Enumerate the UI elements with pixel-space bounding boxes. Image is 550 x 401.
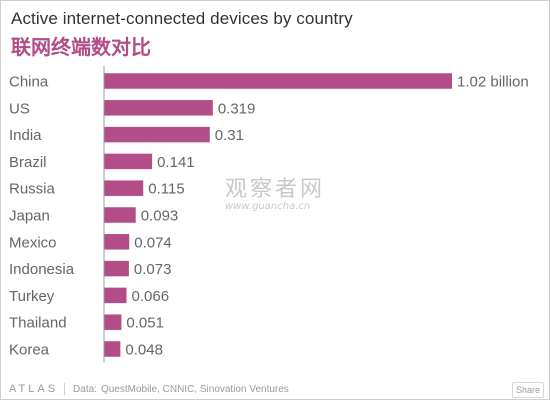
bar: [104, 100, 213, 116]
category-label: US: [9, 100, 30, 117]
chart-subtitle: 联网终端数对比: [11, 35, 151, 59]
bar: [104, 234, 130, 250]
category-label: Turkey: [9, 288, 55, 305]
source-text: QuestMobile, CNNIC, Sinovation Ventures: [100, 383, 289, 395]
footer: ATLAS Data: QuestMobile, CNNIC, Sinovati…: [9, 382, 289, 396]
bar: [104, 180, 144, 196]
value-label: 0.141: [157, 154, 195, 171]
value-label: 0.073: [134, 261, 172, 278]
category-label: Indonesia: [9, 261, 75, 278]
bar: [104, 260, 129, 277]
watermark-text: 观察者网: [225, 177, 326, 202]
value-label: 0.074: [134, 234, 172, 251]
value-label: 0.115: [148, 181, 184, 198]
atlas-logo[interactable]: ATLAS: [9, 383, 59, 395]
bar: [104, 314, 122, 330]
bar: [104, 126, 210, 143]
value-label: 0.066: [132, 288, 170, 305]
bar: [104, 153, 153, 170]
category-label: China: [9, 74, 49, 91]
share-button[interactable]: Share: [512, 382, 544, 398]
value-label: 0.051: [126, 315, 164, 332]
category-label: Brazil: [9, 154, 47, 171]
category-label: Korea: [9, 342, 50, 359]
category-label: India: [9, 127, 42, 144]
value-label: 1.02 billion: [457, 74, 529, 91]
bar: [104, 73, 452, 89]
source-label: Data:: [73, 383, 97, 395]
category-label: Mexico: [9, 234, 57, 251]
value-label: 0.048: [125, 342, 163, 359]
chart-title: Active internet-connected devices by cou…: [11, 9, 353, 28]
watermark-url: www.guancha.cn: [225, 201, 311, 212]
category-label: Japan: [9, 208, 50, 225]
watermark: 观察者网 www.guancha.cn: [225, 179, 325, 212]
category-label: Thailand: [9, 315, 67, 332]
category-label: Russia: [9, 181, 56, 198]
footer-divider: [64, 383, 66, 395]
bar: [104, 287, 127, 304]
value-label: 0.31: [215, 127, 244, 144]
value-label: 0.319: [218, 100, 256, 117]
value-label: 0.093: [141, 208, 179, 225]
bar: [104, 341, 121, 357]
bar: [104, 207, 136, 223]
